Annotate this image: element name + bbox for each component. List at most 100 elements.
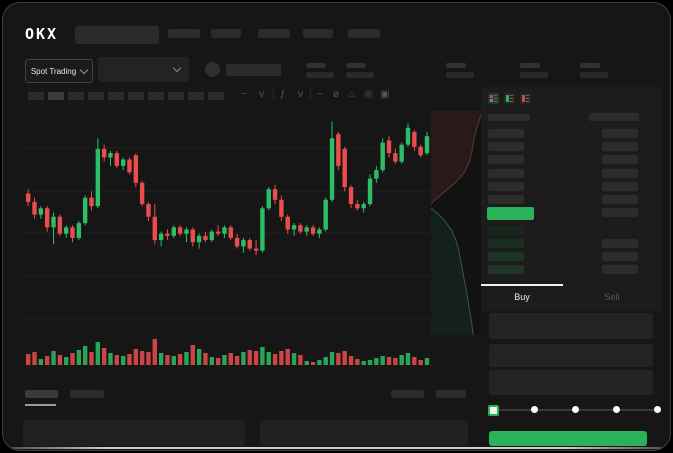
fullscreen-icon[interactable]: ▣ (380, 89, 390, 100)
price-field[interactable] (489, 313, 653, 339)
ask-amount-skeleton[interactable] (602, 142, 638, 151)
row-line (494, 98, 497, 99)
timeframe-button[interactable] (128, 92, 144, 100)
last-price-bar[interactable] (487, 207, 534, 220)
chevron-down-icon[interactable]: v (259, 89, 264, 100)
bid-amount-skeleton[interactable] (602, 252, 638, 261)
volume-bar (165, 355, 170, 365)
volume-bar (247, 350, 252, 365)
coin-avatar[interactable] (205, 62, 220, 77)
nav-item-skeleton[interactable] (348, 29, 380, 38)
timeframe-button[interactable] (108, 92, 124, 100)
tab-sell[interactable]: Sell (604, 292, 620, 302)
volume-bar (234, 356, 240, 365)
candle-body (89, 197, 94, 207)
indicators-icon[interactable]: ƒ (280, 89, 286, 100)
candle-body (139, 182, 145, 205)
ask-price-skeleton[interactable] (488, 129, 524, 138)
orderbook-mode-bids-icon[interactable] (504, 93, 515, 104)
pair-dropdown[interactable] (98, 57, 189, 82)
total-field[interactable] (489, 370, 653, 395)
volume-bar (184, 352, 189, 365)
row-line (510, 95, 513, 96)
candle-body (133, 155, 139, 183)
candle-body (304, 227, 309, 232)
candlestick-chart-canvas[interactable] (23, 113, 431, 369)
ask-amount-skeleton[interactable] (602, 195, 638, 204)
settings-icon[interactable]: ◎ (364, 89, 373, 100)
timeframe-button[interactable] (28, 92, 44, 100)
candle-body (146, 204, 151, 217)
snapshot-icon[interactable]: ⌂ (349, 89, 356, 100)
slider-stop[interactable] (613, 406, 620, 413)
line-tool-icon[interactable]: ~ (317, 89, 323, 100)
candle-body (120, 159, 126, 166)
ask-price-skeleton[interactable] (488, 169, 524, 178)
timeframe-button[interactable] (208, 92, 224, 100)
orderbook-mode-all-icon[interactable] (488, 93, 499, 104)
ask-price-skeleton[interactable] (488, 155, 524, 164)
amount-field[interactable] (489, 344, 653, 367)
market-type-label: Spot Trading (30, 66, 77, 76)
bottom-tab-skeleton[interactable] (70, 390, 104, 398)
candle-body (190, 229, 195, 243)
orderbook-mode-asks-icon[interactable] (520, 93, 531, 104)
timeframe-button[interactable] (188, 92, 204, 100)
volume-bar (171, 356, 176, 365)
buy-submit-button[interactable] (489, 431, 647, 446)
ask-amount-skeleton[interactable] (602, 182, 638, 191)
bid-price-skeleton[interactable] (488, 265, 524, 274)
tab-buy[interactable]: Buy (514, 292, 530, 302)
volume-bar (108, 353, 113, 365)
candle-body (380, 142, 385, 171)
volume-bar (298, 355, 303, 365)
nav-item-skeleton[interactable] (168, 29, 200, 38)
candle-body (386, 140, 392, 154)
timeframe-button[interactable] (148, 92, 164, 100)
timeframe-button[interactable] (168, 92, 184, 100)
okx-logo: OKX (25, 25, 59, 43)
slider-stop[interactable] (531, 406, 538, 413)
chevron-down-icon[interactable]: v (298, 89, 303, 100)
chart-type-icon[interactable]: ~ (241, 89, 247, 100)
bottom-action-skeleton[interactable] (391, 390, 424, 398)
ask-price-skeleton[interactable] (488, 142, 524, 151)
slider-stop[interactable] (572, 406, 579, 413)
search-input[interactable] (75, 26, 159, 44)
bid-amount-skeleton[interactable] (602, 239, 638, 248)
bid-price-skeleton[interactable] (488, 226, 524, 235)
ask-amount-skeleton[interactable] (602, 129, 638, 138)
bid-price-skeleton[interactable] (488, 239, 524, 248)
bid-amount-skeleton[interactable] (602, 265, 638, 274)
timeframe-button[interactable] (88, 92, 104, 100)
compare-icon[interactable]: ø (333, 89, 340, 100)
bottom-action-skeleton[interactable] (436, 390, 466, 398)
timeframe-button[interactable] (68, 92, 84, 100)
candle-body (38, 208, 44, 215)
candle-body (298, 225, 303, 232)
volume-bar (222, 355, 227, 365)
nav-item-skeleton[interactable] (258, 29, 290, 38)
ask-amount-skeleton[interactable] (602, 155, 638, 164)
pair-name-skeleton[interactable] (226, 64, 281, 76)
green-stripe (506, 95, 509, 102)
candle-body (177, 227, 183, 234)
candle-body (253, 248, 259, 251)
candle-body (95, 148, 101, 207)
timeframe-button[interactable] (48, 92, 64, 100)
slider-stop[interactable] (654, 406, 661, 413)
volume-bar (336, 353, 341, 365)
ask-price-skeleton[interactable] (488, 195, 524, 204)
nav-item-skeleton[interactable] (303, 29, 333, 38)
bottom-tab-skeleton[interactable] (25, 390, 58, 398)
candle-body (367, 178, 373, 205)
market-type-selector[interactable]: Spot Trading (25, 59, 93, 83)
bid-price-skeleton[interactable] (488, 252, 524, 261)
nav-item-skeleton[interactable] (211, 29, 241, 38)
slider-handle[interactable] (488, 405, 499, 416)
ask-amount-skeleton[interactable] (602, 208, 638, 217)
divider: | (272, 89, 275, 100)
ask-amount-skeleton[interactable] (602, 169, 638, 178)
volume-bar (279, 351, 284, 365)
ask-price-skeleton[interactable] (488, 182, 524, 191)
